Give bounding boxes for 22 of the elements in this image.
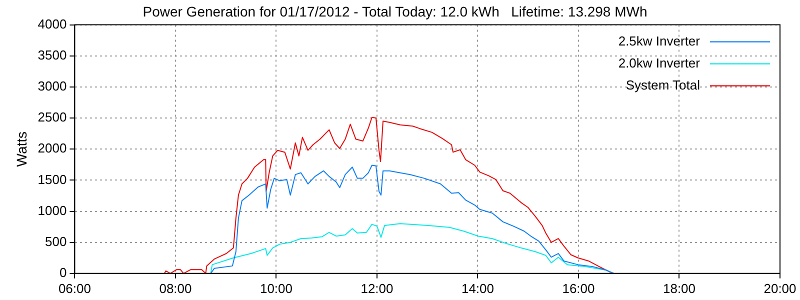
chart-title: Power Generation for 01/17/2012 - Total Today: 12.0 kWh Lifetime: 13.298 MWh	[142, 3, 648, 20]
x-tick-label: 14:00	[461, 280, 494, 296]
y-tick-label: 4000	[38, 16, 67, 32]
x-tick-label: 06:00	[58, 280, 91, 296]
y-tick-label: 3500	[38, 47, 67, 62]
y-tick-label: 500	[45, 234, 67, 249]
x-tick-label: 10:00	[260, 280, 292, 296]
x-tick-label: 12:00	[360, 280, 394, 296]
y-tick-label: 2500	[38, 110, 67, 125]
y-tick-label: 2000	[38, 140, 67, 156]
y-tick-label: 0	[59, 264, 67, 280]
y-axis-title: Watts	[13, 131, 30, 167]
x-tick-label: 16:00	[562, 280, 595, 296]
y-tick-label: 1000	[38, 202, 67, 218]
y-tick-label: 1500	[38, 172, 67, 187]
legend-label: 2.5kw Inverter	[618, 33, 701, 48]
x-tick-label: 18:00	[662, 280, 696, 296]
x-tick-label: 20:00	[764, 280, 796, 296]
legend-label: System Total	[626, 77, 700, 92]
legend-label: 2.0kw Inverter	[618, 55, 701, 70]
y-tick-label: 3000	[38, 78, 67, 94]
x-tick-label: 08:00	[159, 280, 192, 296]
